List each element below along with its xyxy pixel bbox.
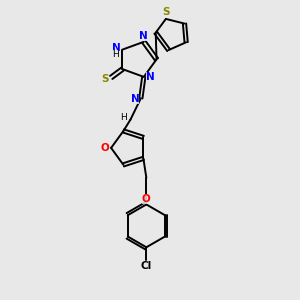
Text: H: H [121, 113, 127, 122]
Text: O: O [100, 143, 109, 153]
Text: O: O [142, 194, 151, 204]
Text: N: N [139, 31, 148, 41]
Text: S: S [101, 74, 109, 84]
Text: N: N [130, 94, 139, 104]
Text: Cl: Cl [141, 261, 152, 271]
Text: S: S [162, 8, 169, 17]
Text: N: N [112, 43, 120, 53]
Text: N: N [146, 72, 155, 82]
Text: H: H [112, 50, 119, 59]
